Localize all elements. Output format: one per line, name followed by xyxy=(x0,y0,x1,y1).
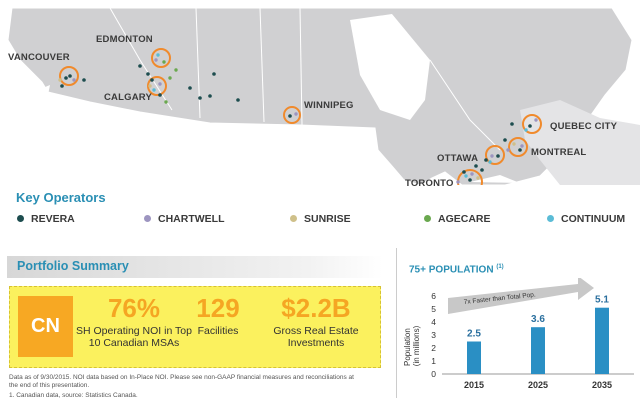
y-tick-label: 3 xyxy=(431,330,436,340)
y-tick-label: 6 xyxy=(431,291,436,301)
city-label-edmonton: EDMONTON xyxy=(96,34,153,45)
x-tick-label: 2015 xyxy=(464,380,484,390)
legend-item-chartwell: CHARTWELL xyxy=(144,213,225,225)
population-chart-svg: 7x Faster than Total Pop. Population (in… xyxy=(403,276,634,390)
country-badge: CN xyxy=(18,296,73,357)
y-tick-label: 1 xyxy=(431,356,436,366)
legend-dot-icon xyxy=(17,215,24,222)
stat-noi: 76% SH Operating NOI in Top 10 Canadian … xyxy=(76,294,192,349)
population-title-note: (1) xyxy=(496,264,504,270)
legend-label: CHARTWELL xyxy=(158,213,225,225)
y-tick-label: 2 xyxy=(431,343,436,353)
key-operators-title: Key Operators xyxy=(16,190,106,205)
legend-dot-icon xyxy=(144,215,151,222)
map-graphic xyxy=(0,0,640,195)
city-label-toronto: TORONTO xyxy=(405,178,454,189)
stat-label: Facilities xyxy=(197,325,239,337)
legend-item-sunrise: SUNRISE xyxy=(290,213,351,225)
stat-value: $2.2B xyxy=(281,293,351,323)
section-divider xyxy=(396,248,397,398)
x-tick-label: 2025 xyxy=(528,380,548,390)
legend-item-revera: REVERA xyxy=(17,213,75,225)
bar-value-label: 5.1 xyxy=(595,295,609,306)
stat-label: Gross Real Estate Investments xyxy=(273,325,359,349)
bar-value-label: 3.6 xyxy=(531,314,545,325)
city-label-vancouver: VANCOUVER xyxy=(8,52,70,63)
footnote-source: 1. Canadian data, source: Statistics Can… xyxy=(9,392,138,399)
y-tick-label: 5 xyxy=(431,304,436,314)
population-title-text: 75+ POPULATION xyxy=(409,264,494,276)
growth-arrow-icon xyxy=(448,276,594,314)
portfolio-summary-title: Portfolio Summary xyxy=(17,259,129,273)
legend-item-agecare: AGECARE xyxy=(424,213,491,225)
y-tick-label: 0 xyxy=(431,369,436,379)
canada-map: VANCOUVER EDMONTON CALGARY WINNIPEG QUEB… xyxy=(0,0,640,195)
legend-dot-icon xyxy=(424,215,431,222)
legend-dot-icon xyxy=(290,215,297,222)
stat-label: SH Operating NOI in Top 10 Canadian MSAs xyxy=(76,325,192,349)
legend-label: SUNRISE xyxy=(304,213,351,225)
city-label-winnipeg: WINNIPEG xyxy=(304,100,354,111)
legend-label: REVERA xyxy=(31,213,75,225)
legend-label: AGECARE xyxy=(438,213,491,225)
city-label-calgary: CALGARY xyxy=(104,92,153,103)
bar-2015 xyxy=(467,341,481,374)
x-tick-label: 2035 xyxy=(592,380,612,390)
city-label-montreal: MONTREAL xyxy=(531,147,587,158)
bar-2035 xyxy=(595,307,609,374)
footnote-data-note-cont: the end of this presentation. xyxy=(9,382,90,389)
stat-value: 76% xyxy=(107,293,161,323)
y-axis-label-line2: (in millions) xyxy=(412,325,421,366)
stat-investments: $2.2B Gross Real Estate Investments xyxy=(266,294,366,349)
portfolio-summary-header: Portfolio Summary xyxy=(7,256,383,278)
population-title: 75+ POPULATION (1) xyxy=(409,264,504,275)
city-label-ottawa: OTTAWA xyxy=(437,153,479,164)
bar-2025 xyxy=(531,327,545,374)
y-tick-label: 4 xyxy=(431,317,436,327)
legend-dot-icon xyxy=(547,215,554,222)
bar-value-label: 2.5 xyxy=(467,329,481,340)
stat-facilities: 129 Facilities xyxy=(188,294,248,337)
legend-label: CONTINUUM xyxy=(561,213,626,225)
city-label-quebec-city: QUEBEC CITY xyxy=(550,121,618,132)
footnote-data-note: Data as of 9/30/2015. NOI data based on … xyxy=(9,374,354,381)
stat-value: 129 xyxy=(196,293,240,323)
y-axis-label: Population (in millions) xyxy=(403,325,421,366)
population-chart: 7x Faster than Total Pop. Population (in… xyxy=(398,276,638,402)
y-axis-label-line1: Population xyxy=(403,328,412,366)
portfolio-stats-box: CN 76% SH Operating NOI in Top 10 Canadi… xyxy=(9,286,381,368)
legend-item-continuum: CONTINUUM xyxy=(547,213,625,225)
